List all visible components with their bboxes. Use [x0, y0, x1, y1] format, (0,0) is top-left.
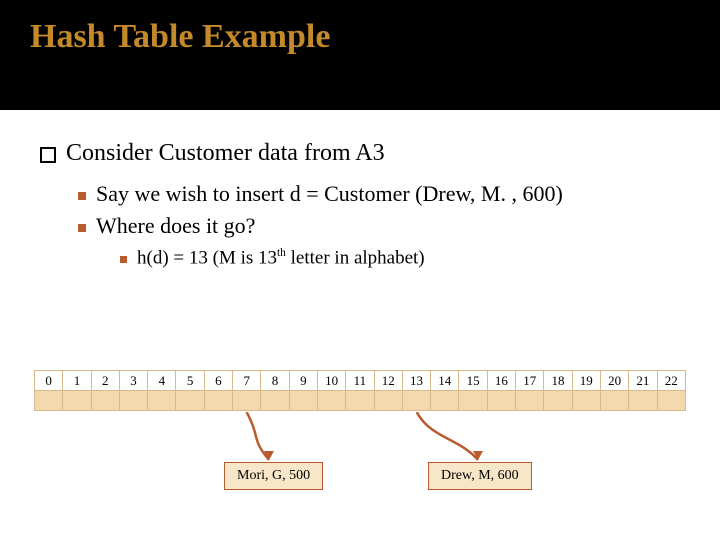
- tag-drew: Drew, M, 600: [428, 462, 532, 490]
- table-header-cell: 21: [629, 371, 657, 391]
- table-cell: [431, 391, 459, 411]
- table-header-cell: 6: [204, 371, 232, 391]
- table-cell: [600, 391, 628, 411]
- table-header-cell: 4: [148, 371, 176, 391]
- l3-post: letter in alphabet): [286, 247, 425, 268]
- table-cell: [459, 391, 487, 411]
- filled-square-bullet-icon: [78, 192, 86, 200]
- table-cell: [91, 391, 119, 411]
- table-cell: [289, 391, 317, 411]
- table-header-cell: 16: [487, 371, 515, 391]
- table-header-cell: 14: [431, 371, 459, 391]
- table-cell: [35, 391, 63, 411]
- table-data-row: [35, 391, 686, 411]
- table-cell: [657, 391, 685, 411]
- table-header-cell: 15: [459, 371, 487, 391]
- table-header-cell: 19: [572, 371, 600, 391]
- table-header-row: 012345678910111213141516171819202122: [35, 371, 686, 391]
- tag-mori-text: Mori, G, 500: [237, 468, 310, 483]
- table-cell: [176, 391, 204, 411]
- table-header-cell: 12: [374, 371, 402, 391]
- table-header-cell: 8: [261, 371, 289, 391]
- table-cell: [544, 391, 572, 411]
- table-cell: [233, 391, 261, 411]
- table-cell: [516, 391, 544, 411]
- table-header-cell: 13: [402, 371, 430, 391]
- table-header-cell: 7: [233, 371, 261, 391]
- table-header-cell: 11: [346, 371, 374, 391]
- l3-sup: th: [277, 247, 286, 259]
- bullet-level1: Consider Customer data from A3: [40, 140, 680, 167]
- bullet-l2b-text: Where does it go?: [96, 213, 255, 239]
- content-area: Consider Customer data from A3 Say we wi…: [0, 110, 720, 279]
- table-header-cell: 17: [516, 371, 544, 391]
- tag-mori: Mori, G, 500: [224, 462, 323, 490]
- filled-square-bullet-icon: [78, 224, 86, 232]
- table-cell: [317, 391, 345, 411]
- table-header-cell: 9: [289, 371, 317, 391]
- table-cell: [629, 391, 657, 411]
- slide-title: Hash Table Example: [30, 18, 690, 56]
- arrows-layer: [34, 412, 686, 462]
- table-header-cell: 0: [35, 371, 63, 391]
- bullet-level3: h(d) = 13 (M is 13th letter in alphabet): [120, 247, 680, 269]
- l3-pre: h(d) = 13 (M is 13: [137, 247, 277, 268]
- table-header-cell: 10: [317, 371, 345, 391]
- tag-drew-text: Drew, M, 600: [441, 468, 519, 483]
- table-header-cell: 2: [91, 371, 119, 391]
- bullet-level2-a: Say we wish to insert d = Customer (Drew…: [78, 181, 680, 207]
- table-cell: [572, 391, 600, 411]
- table-header-cell: 20: [600, 371, 628, 391]
- bullet-level2-b: Where does it go?: [78, 213, 680, 239]
- tiny-square-bullet-icon: [120, 256, 127, 263]
- bullet-l3-text: h(d) = 13 (M is 13th letter in alphabet): [137, 247, 425, 269]
- table-header-cell: 1: [63, 371, 91, 391]
- hollow-square-bullet-icon: [40, 147, 56, 163]
- table-cell: [346, 391, 374, 411]
- table-cell: [148, 391, 176, 411]
- table-header-cell: 5: [176, 371, 204, 391]
- table-cell: [374, 391, 402, 411]
- bullet-l2a-text: Say we wish to insert d = Customer (Drew…: [96, 181, 563, 207]
- table-cell: [402, 391, 430, 411]
- hash-table-grid: 012345678910111213141516171819202122: [34, 370, 686, 411]
- table-cell: [119, 391, 147, 411]
- table-header-cell: 18: [544, 371, 572, 391]
- title-bar: Hash Table Example: [0, 0, 720, 110]
- table-cell: [63, 391, 91, 411]
- table-cell: [487, 391, 515, 411]
- table-cell: [261, 391, 289, 411]
- table-cell: [204, 391, 232, 411]
- hash-table: 012345678910111213141516171819202122: [34, 370, 686, 411]
- table-header-cell: 3: [119, 371, 147, 391]
- table-header-cell: 22: [657, 371, 685, 391]
- bullet-l1-text: Consider Customer data from A3: [66, 140, 385, 167]
